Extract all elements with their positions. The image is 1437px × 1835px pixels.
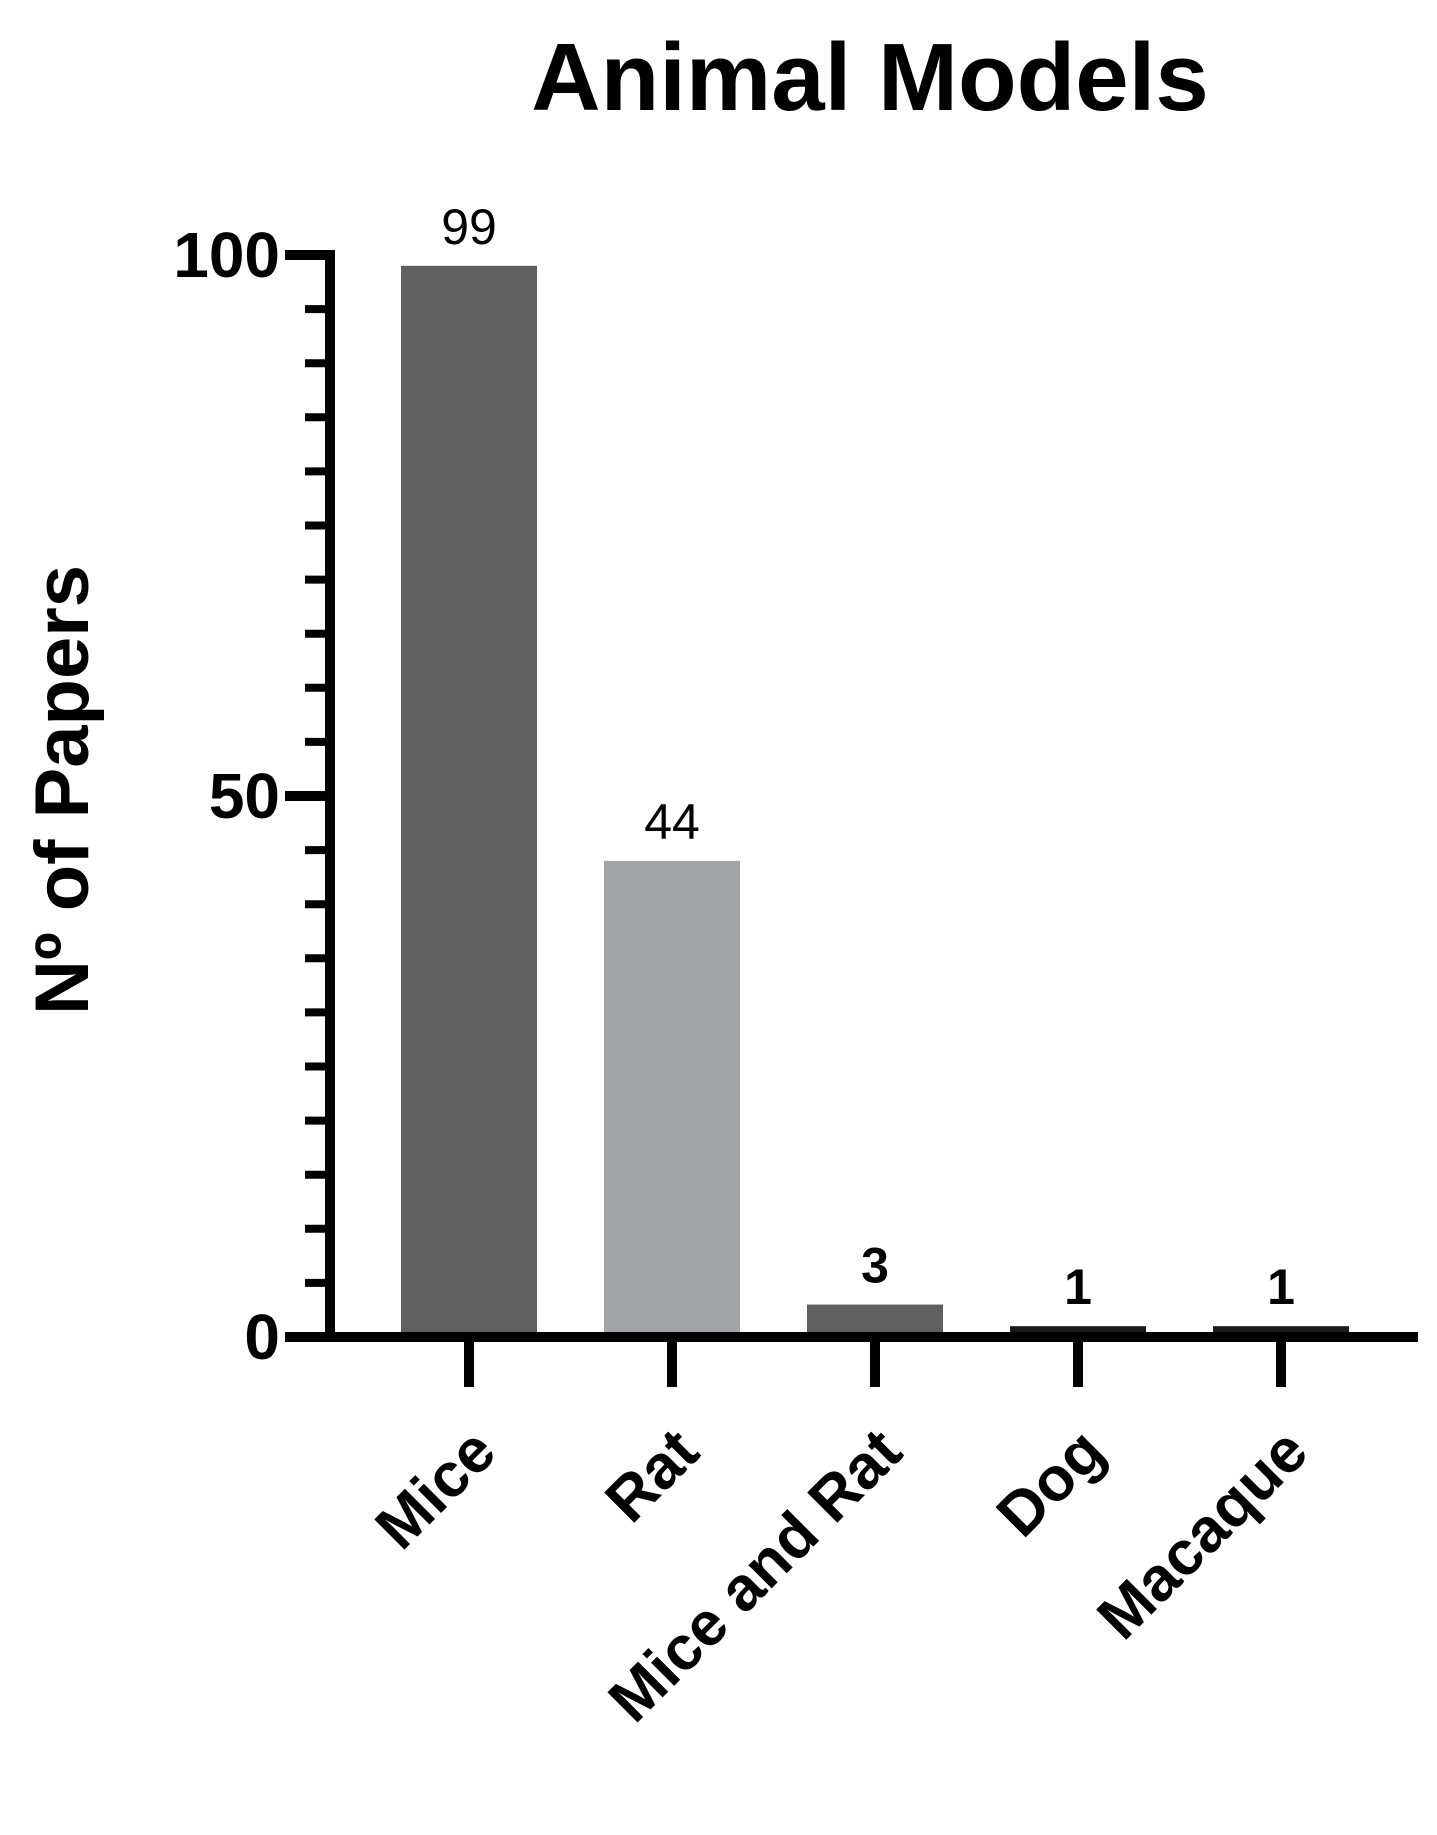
- bar-mice: [401, 265, 537, 1337]
- data-label-dog: 1: [1064, 1259, 1092, 1315]
- x-tick-label-macaque: Macaque: [1084, 1416, 1320, 1652]
- data-label-macaque: 1: [1267, 1259, 1295, 1315]
- x-tick-label-dog: Dog: [984, 1416, 1118, 1550]
- y-tick-label-50: 50: [209, 760, 280, 832]
- x-tick-label-mice: Mice: [363, 1416, 509, 1562]
- data-label-rat: 44: [644, 794, 700, 850]
- bar-dog: [1010, 1326, 1146, 1337]
- data-label-mice: 99: [441, 199, 497, 255]
- chart-title: Animal Models: [531, 24, 1208, 131]
- y-axis-label: Nº of Papers: [20, 565, 105, 1015]
- bar-macaque: [1213, 1326, 1349, 1337]
- y-tick-label-100: 100: [173, 219, 280, 291]
- y-tick-label-0: 0: [244, 1301, 280, 1373]
- axes-layer: [285, 250, 1418, 1387]
- x-tick-label-rat: Rat: [592, 1416, 711, 1535]
- bars-layer: [401, 265, 1349, 1337]
- data-label-mice-and-rat: 3: [861, 1238, 889, 1294]
- bar-mice-and-rat: [807, 1304, 943, 1337]
- bar-rat: [604, 860, 740, 1337]
